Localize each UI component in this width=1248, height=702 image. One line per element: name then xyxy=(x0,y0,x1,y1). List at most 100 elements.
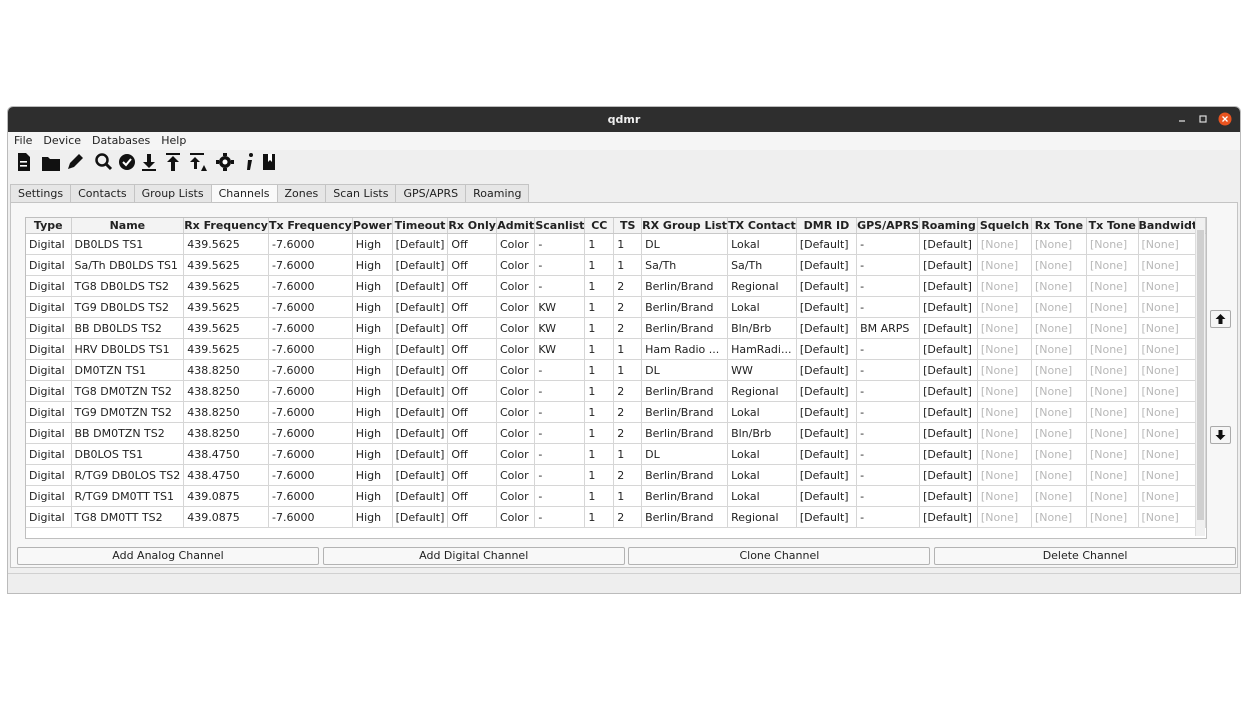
table-cell: Digital xyxy=(26,506,72,528)
table-cell: R/TG9 DB0LOS TS2 xyxy=(71,464,185,486)
tab[interactable]: Group Lists xyxy=(133,184,212,202)
table-row[interactable]: Digital TG8 DM0TT TS2 439.0875 -7.6000 High[… xyxy=(26,506,1206,528)
column-header[interactable]: TS xyxy=(613,218,643,234)
table-cell: [Default] xyxy=(796,380,858,402)
table-cell: [None] xyxy=(1138,317,1206,339)
column-header[interactable]: Type xyxy=(26,218,72,234)
column-header[interactable]: Rx Only xyxy=(447,218,497,234)
table-cell: - xyxy=(534,401,586,423)
column-header[interactable]: Name xyxy=(71,218,185,234)
tab[interactable]: GPS/APRS xyxy=(395,184,467,202)
table-cell: [Default] xyxy=(392,359,449,381)
menu-item[interactable]: File xyxy=(14,134,33,147)
table-cell: [Default] xyxy=(796,401,858,423)
table-cell: Off xyxy=(447,254,497,276)
table-cell: High xyxy=(352,317,393,339)
column-header[interactable]: Roaming xyxy=(919,218,978,234)
table-cell: [None] xyxy=(1031,422,1087,444)
table-row[interactable]: Digital R/TG9 DB0LOS TS2 438.4750 -7.6000 Hi… xyxy=(26,464,1206,486)
table-cell: 1 xyxy=(584,233,615,255)
menu-item[interactable]: Help xyxy=(161,134,187,147)
table-row[interactable]: Digital TG9 DB0LDS TS2 439.5625 -7.6000 High… xyxy=(26,296,1206,318)
table-cell: BB DB0LDS TS2 xyxy=(71,317,185,339)
column-header[interactable]: TX Contact xyxy=(727,218,797,234)
tab[interactable]: Zones xyxy=(276,184,327,202)
table-cell: High xyxy=(352,338,393,360)
tab[interactable]: Roaming xyxy=(465,184,530,202)
table-cell: [None] xyxy=(1138,254,1206,276)
move-down-button[interactable] xyxy=(1210,426,1231,444)
tab[interactable]: Channels xyxy=(210,184,278,204)
table-cell: Digital xyxy=(26,359,72,381)
column-header[interactable]: Admit xyxy=(496,218,536,234)
table-cell: Digital xyxy=(26,485,72,507)
table-cell: -7.6000 xyxy=(268,275,353,297)
table-cell: -7.6000 xyxy=(268,254,353,276)
table-cell: Digital xyxy=(26,464,72,486)
table-cell: [None] xyxy=(977,464,1032,486)
table-cell: Off xyxy=(447,275,497,297)
table-row[interactable]: Digital DB0LOS TS1 438.4750 -7.6000 High [Def… xyxy=(26,443,1206,465)
table-cell: Off xyxy=(447,464,497,486)
column-header[interactable]: GPS/APRS xyxy=(856,218,921,234)
table-cell: Off xyxy=(447,401,497,423)
table-row[interactable]: Digital BB DM0TZN TS2 438.8250 -7.6000 High[… xyxy=(26,422,1206,444)
column-header[interactable]: Rx Tone xyxy=(1031,218,1087,234)
table-row[interactable]: Digital HRV DB0LDS TS1 439.5625 -7.6000 High… xyxy=(26,338,1206,360)
tab[interactable]: Settings xyxy=(10,184,72,202)
column-header[interactable]: Scanlist xyxy=(534,218,586,234)
table-row[interactable]: Digital TG8 DM0TZN TS2 438.8250 -7.6000 High… xyxy=(26,380,1206,402)
table-row[interactable]: Digital DM0TZN TS1 438.8250 -7.6000 High [Def… xyxy=(26,359,1206,381)
table-cell: 438.8250 xyxy=(183,359,269,381)
table-cell: -7.6000 xyxy=(268,233,353,255)
table-cell: 2 xyxy=(613,401,643,423)
scrollbar[interactable] xyxy=(1195,218,1205,536)
table-cell: High xyxy=(352,359,393,381)
table-cell: Color xyxy=(496,401,536,423)
table-cell: DL xyxy=(641,359,729,381)
scroll-thumb[interactable] xyxy=(1197,230,1204,520)
table-cell: [None] xyxy=(1138,233,1206,255)
table-row[interactable]: Digital TG9 DM0TZN TS2 438.8250 -7.6000 High… xyxy=(26,401,1206,423)
table-cell: [Default] xyxy=(796,359,858,381)
table-cell: Digital xyxy=(26,401,72,423)
table-cell: [None] xyxy=(977,485,1032,507)
column-header[interactable]: Power xyxy=(352,218,393,234)
column-header[interactable]: Timeout xyxy=(392,218,449,234)
column-header[interactable]: RX Group List xyxy=(641,218,729,234)
column-header[interactable]: Tx Frequency xyxy=(268,218,353,234)
tab[interactable]: Scan Lists xyxy=(325,184,397,202)
table-cell: R/TG9 DM0TT TS1 xyxy=(71,485,185,507)
menu-item[interactable]: Device xyxy=(43,134,82,147)
table-row[interactable]: Digital DB0LDS TS1 439.5625 -7.6000 High [Def… xyxy=(26,233,1206,255)
table-cell: -7.6000 xyxy=(268,296,353,318)
menu-item[interactable]: Databases xyxy=(92,134,151,147)
column-header[interactable]: Tx Tone xyxy=(1086,218,1139,234)
column-header[interactable]: DMR ID xyxy=(796,218,858,234)
button[interactable]: Clone Channel xyxy=(628,547,931,565)
maximize[interactable] xyxy=(1199,115,1207,123)
table-cell: Lokal xyxy=(727,401,797,423)
tab[interactable]: Contacts xyxy=(70,184,135,202)
table-row[interactable]: Digital Sa/Th DB0LDS TS1 439.5625 -7.6000 Hi… xyxy=(26,254,1206,276)
column-header[interactable]: Rx Frequency xyxy=(183,218,269,234)
table-cell: -7.6000 xyxy=(268,506,353,528)
move-up-button[interactable] xyxy=(1210,310,1231,328)
button[interactable]: Add Digital Channel xyxy=(322,547,625,565)
table-row[interactable]: Digital BB DB0LDS TS2 439.5625 -7.6000 High[… xyxy=(26,317,1206,339)
button[interactable]: Delete Channel xyxy=(934,547,1237,565)
button[interactable]: Add Analog Channel xyxy=(17,547,319,565)
column-header[interactable]: Squelch xyxy=(977,218,1032,234)
table-cell: High xyxy=(352,296,393,318)
toolbar-icons[interactable] xyxy=(18,153,275,171)
column-header[interactable]: Bandwidth xyxy=(1138,218,1206,234)
table-row[interactable]: Digital TG8 DB0LDS TS2 439.5625 -7.6000 High… xyxy=(26,275,1206,297)
table-cell: 1 xyxy=(584,338,615,360)
table-row[interactable]: Digital R/TG9 DM0TT TS1 439.0875 -7.6000 Hig… xyxy=(26,485,1206,507)
column-header[interactable]: CC xyxy=(584,218,615,234)
table-cell: Color xyxy=(496,506,536,528)
table-cell: Color xyxy=(496,485,536,507)
table-cell: Lokal xyxy=(727,233,797,255)
table-cell: [None] xyxy=(1031,296,1087,318)
table-cell: DM0TZN TS1 xyxy=(71,359,185,381)
